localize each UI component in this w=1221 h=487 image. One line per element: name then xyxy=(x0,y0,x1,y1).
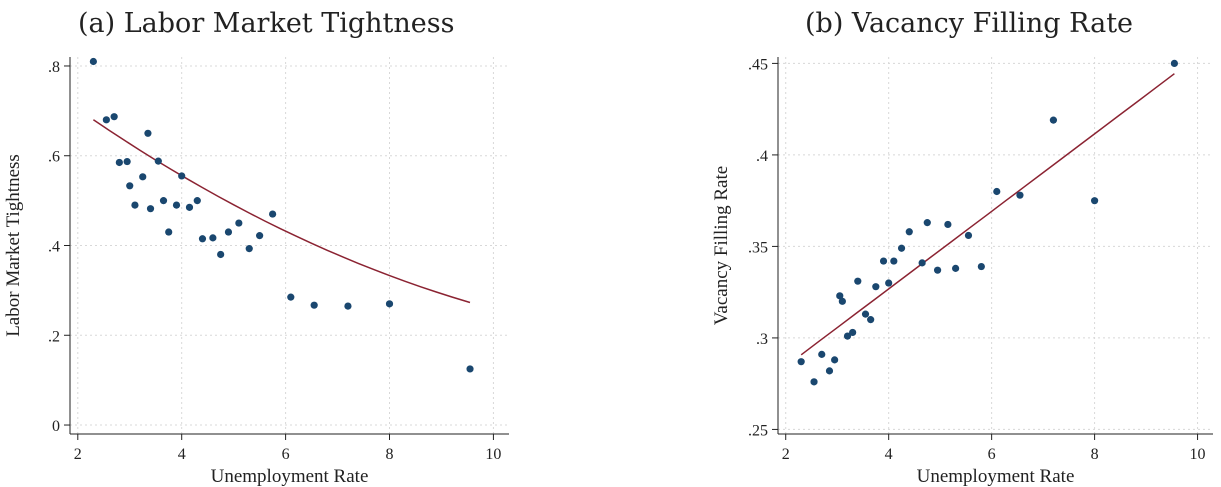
panel-a-data-point xyxy=(466,365,474,373)
panel-a-data-point xyxy=(126,182,134,190)
panel-b-data-point xyxy=(831,356,839,364)
panel-b-data-point xyxy=(872,283,880,291)
panel-a-title: (a) Labor Market Tightness xyxy=(78,8,455,39)
panel-a-data-point xyxy=(217,250,225,259)
panel-a-y-tick-label: 0 xyxy=(52,418,60,435)
panel-b-x-axis-label: Unemployment Rate xyxy=(917,466,1075,487)
panel-a-y-axis-label: Labor Market Tightness xyxy=(3,154,24,337)
panel-a-x-tick-label: 10 xyxy=(485,446,501,463)
panel-b-data-point xyxy=(933,266,942,274)
panel-a-y-tick-label: .2 xyxy=(48,328,60,345)
panel-a-y-tick-label: .4 xyxy=(48,239,60,256)
panel-b-title: (b) Vacancy Filling Rate xyxy=(805,8,1134,39)
panel-a-data-point xyxy=(224,228,233,236)
panel-b-x-tick-label: 10 xyxy=(1190,446,1206,463)
panel-b-data-point xyxy=(810,378,818,386)
panel-b-data-point xyxy=(905,228,913,236)
panel-a-x-axis-label: Unemployment Rate xyxy=(211,466,369,487)
panel-b-data-point xyxy=(944,220,952,229)
panel-a-data-point xyxy=(256,232,264,240)
panel-b-data-point xyxy=(818,350,826,358)
panel-a-x-tick-label: 2 xyxy=(74,446,82,463)
panel-b-data-point xyxy=(1170,59,1178,68)
panel-b-data-point xyxy=(964,231,973,240)
panel-b-y-axis-label: Vacancy Filling Rate xyxy=(711,166,732,325)
panel-b-data-point xyxy=(1016,191,1024,199)
panel-b-data-point xyxy=(1090,197,1099,205)
panel-b-data-point xyxy=(918,259,926,267)
panel-b-data-point xyxy=(825,367,834,375)
panel-a-data-point xyxy=(154,157,162,165)
panel-b-data-point xyxy=(977,262,985,271)
panel-b-data-point xyxy=(897,244,906,252)
panel-b-data-point xyxy=(797,358,805,366)
panel-a-x-tick-label: 6 xyxy=(282,446,290,463)
panel-b-data-point xyxy=(838,297,846,305)
panel-a-data-point xyxy=(385,300,394,308)
panel-a-data-point xyxy=(144,129,152,137)
panel-a-x-tick-label: 8 xyxy=(386,446,394,463)
panel-b-data-point xyxy=(993,187,1001,196)
panel-b-data-point xyxy=(843,332,852,340)
panel-a-data-point xyxy=(193,197,201,205)
panel-a-y-tick-label: .8 xyxy=(48,59,60,76)
panel-a-data-point xyxy=(159,197,168,205)
panel-b-data-point xyxy=(836,292,844,300)
panel-b-y-tick-label: .35 xyxy=(748,239,768,256)
panel-a-data-point xyxy=(165,228,173,236)
panel-a-data-point xyxy=(269,210,277,218)
panel-b-y-tick-label: .4 xyxy=(756,148,768,165)
panel-b-data-point xyxy=(867,316,875,324)
panel-a-data-point xyxy=(235,219,243,227)
panel-a-x-tick-label: 4 xyxy=(178,446,186,463)
panel-a-data-point xyxy=(287,293,295,301)
panel-b-data-point xyxy=(849,328,857,337)
panel-a-data-point xyxy=(89,57,97,66)
panel-b-data-point xyxy=(861,310,870,318)
panel-b-data-point xyxy=(952,264,960,272)
panel-a-data-point xyxy=(198,235,207,243)
panel-b-data-point xyxy=(890,257,898,265)
panel-b-data-point xyxy=(885,279,893,287)
panel-a-data-point xyxy=(131,201,139,209)
panel-a-data-point xyxy=(123,157,131,166)
panel-b-y-tick-label: .3 xyxy=(756,331,768,348)
panel-a-data-point xyxy=(310,301,318,309)
panel-a-data-point xyxy=(115,158,123,167)
panel-a-data-point xyxy=(344,302,352,310)
panel-b-y-tick-label: .45 xyxy=(748,56,768,73)
panel-b-x-tick-label: 6 xyxy=(988,446,996,463)
panel-b-data-point xyxy=(1049,116,1058,124)
panel-a-data-point xyxy=(110,113,118,121)
panel-b-x-tick-label: 4 xyxy=(885,446,893,463)
panel-a-data-point xyxy=(209,234,217,242)
panel-a-data-point xyxy=(146,205,155,213)
panel-b-data-point xyxy=(854,277,862,285)
panel-b-data-point xyxy=(923,219,931,227)
panel-b-y-tick-label: .25 xyxy=(748,422,768,439)
panel-b-x-tick-label: 8 xyxy=(1091,446,1099,463)
panel-a-y-tick-label: .6 xyxy=(48,149,60,166)
panel-b-data-point xyxy=(879,257,888,265)
panel-a-data-point xyxy=(139,173,147,181)
panel-b-fit-line xyxy=(800,73,1175,356)
panel-a-data-point xyxy=(178,172,186,180)
panel-a-data-point xyxy=(102,116,110,124)
panel-a-data-point xyxy=(172,201,181,209)
panel-a-data-point xyxy=(245,245,253,253)
panel-b-x-tick-label: 2 xyxy=(782,446,790,463)
panel-a-data-point xyxy=(185,203,194,211)
